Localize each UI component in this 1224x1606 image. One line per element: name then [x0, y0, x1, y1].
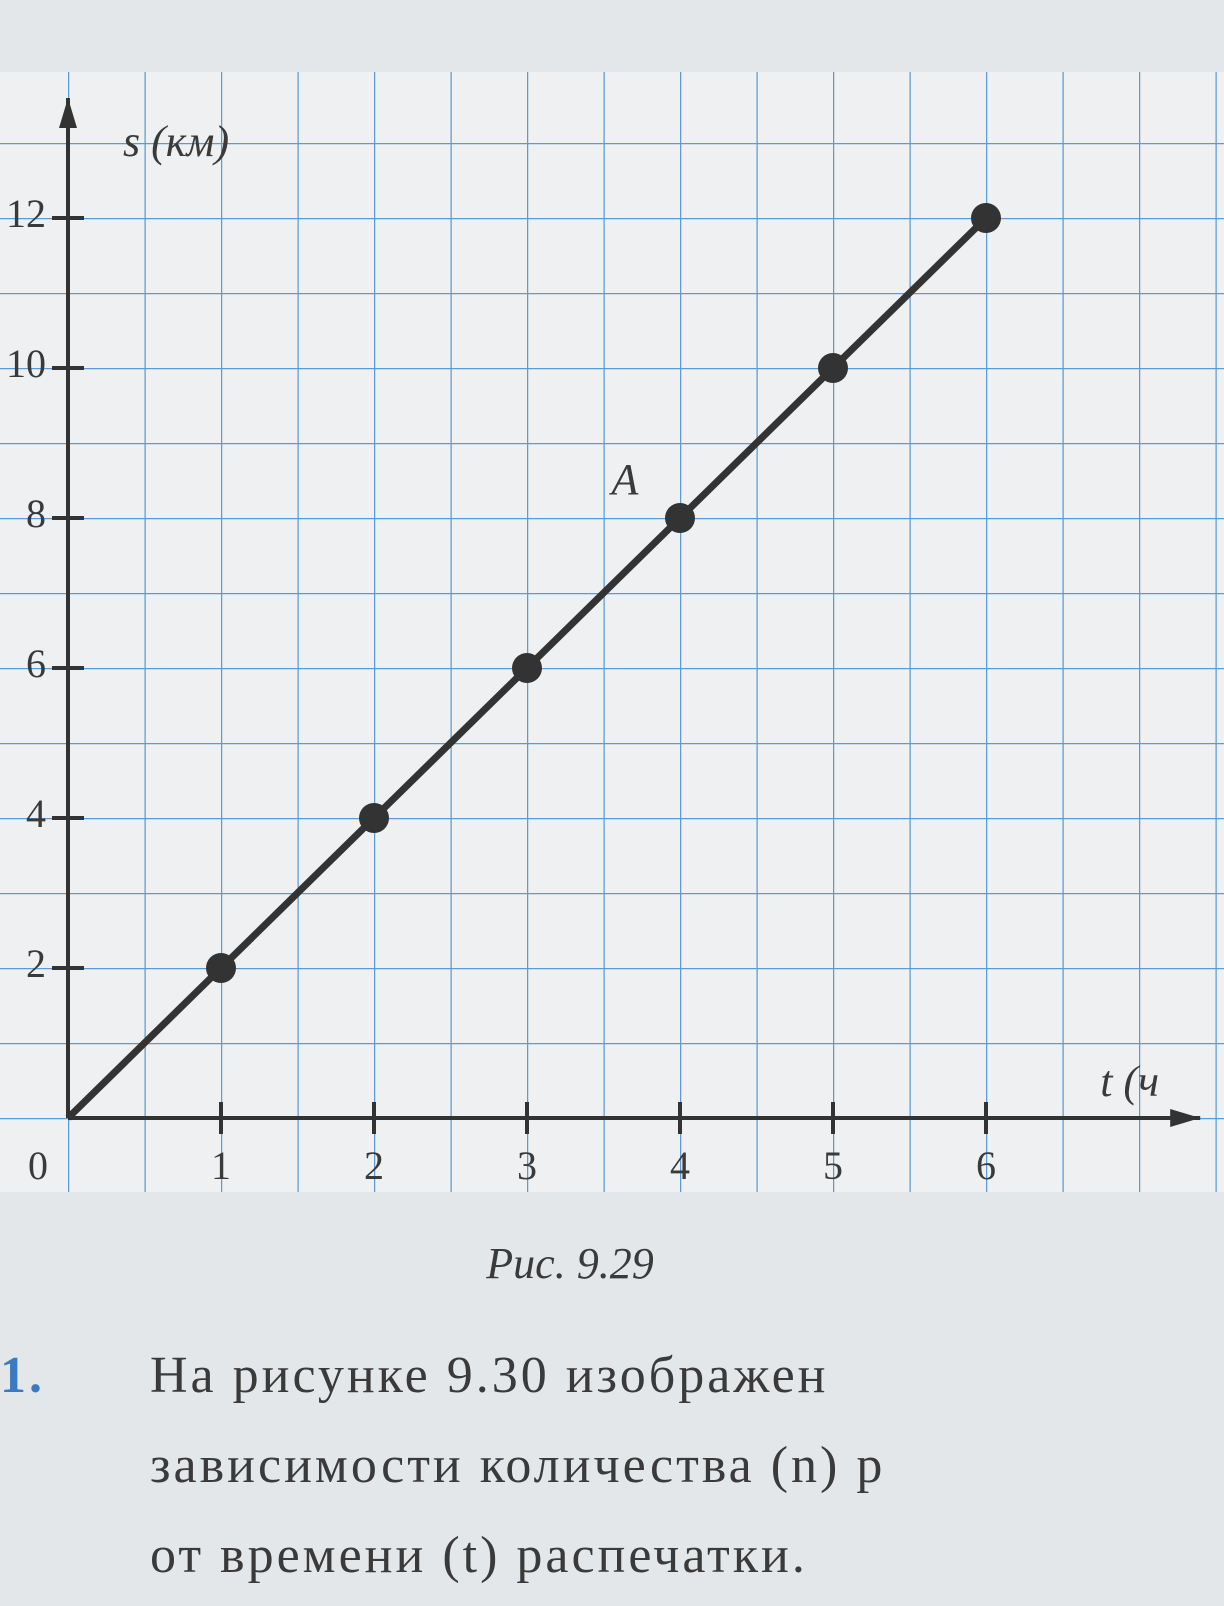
- y-tick-label: 12: [6, 191, 46, 236]
- data-point: [665, 503, 695, 533]
- data-point: [971, 203, 1001, 233]
- x-tick-label: 6: [976, 1143, 996, 1188]
- x-tick-label: 3: [517, 1143, 537, 1188]
- x-arrow: [1170, 1109, 1201, 1127]
- exercise-number: 1.: [0, 1347, 45, 1404]
- caption: Рис. 9.29: [485, 1239, 653, 1288]
- x-tick-label: 4: [670, 1143, 690, 1188]
- x-tick-label: 1: [211, 1143, 231, 1188]
- annotation: A: [609, 455, 640, 504]
- y-arrow: [59, 98, 77, 128]
- text-line: На рисунке 9.30 изображен: [150, 1347, 828, 1404]
- y-tick-label: 8: [26, 491, 46, 536]
- x-tick-label: 0: [28, 1143, 48, 1188]
- data-point: [206, 953, 236, 983]
- x-tick-label: 2: [364, 1143, 384, 1188]
- x-axis-label: t (ч: [1100, 1057, 1159, 1106]
- y-tick-label: 2: [26, 941, 46, 986]
- data-point: [359, 803, 389, 833]
- y-tick-label: 6: [26, 641, 46, 686]
- text-line: зависимости количества (n) р: [150, 1437, 885, 1494]
- y-tick-label: 4: [26, 791, 46, 836]
- text-line: от времени (t) распечатки.: [150, 1527, 808, 1584]
- y-tick-label: 10: [6, 341, 46, 386]
- grid-paper: [0, 72, 1224, 1192]
- data-point: [818, 353, 848, 383]
- y-axis-label: s (км): [123, 117, 229, 166]
- data-point: [512, 653, 542, 683]
- x-tick-label: 5: [823, 1143, 843, 1188]
